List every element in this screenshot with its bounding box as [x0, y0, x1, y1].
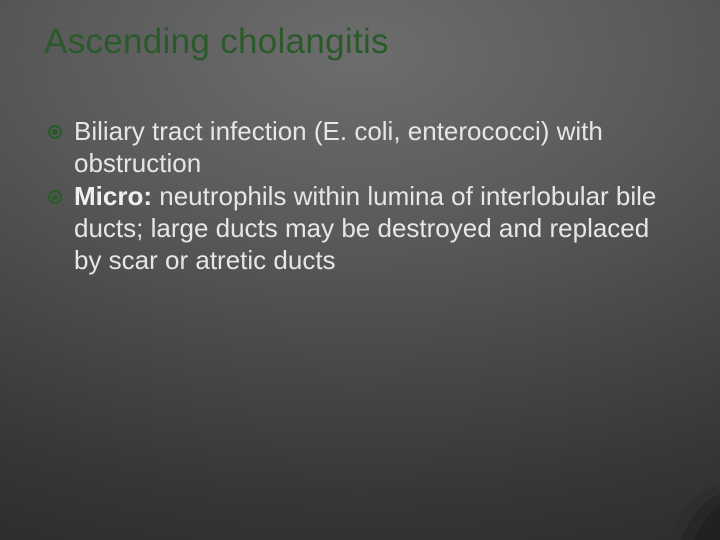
- bullet-marker-icon: [48, 125, 62, 139]
- bullet-list: Biliary tract infection (E. coli, entero…: [44, 116, 676, 277]
- bullet-item: Micro: neutrophils within lumina of inte…: [48, 181, 676, 276]
- bullet-body: Biliary tract infection (E. coli, entero…: [74, 116, 603, 178]
- slide-container: Ascending cholangitis Biliary tract infe…: [0, 0, 720, 540]
- slide-title: Ascending cholangitis: [44, 22, 676, 62]
- bullet-body: neutrophils within lumina of interlobula…: [74, 181, 656, 274]
- bullet-text: Micro: neutrophils within lumina of inte…: [74, 181, 676, 276]
- bullet-bold-prefix: Micro:: [74, 181, 159, 211]
- bullet-marker-icon: [48, 190, 62, 204]
- bullet-item: Biliary tract infection (E. coli, entero…: [48, 116, 676, 179]
- bullet-text: Biliary tract infection (E. coli, entero…: [74, 116, 676, 179]
